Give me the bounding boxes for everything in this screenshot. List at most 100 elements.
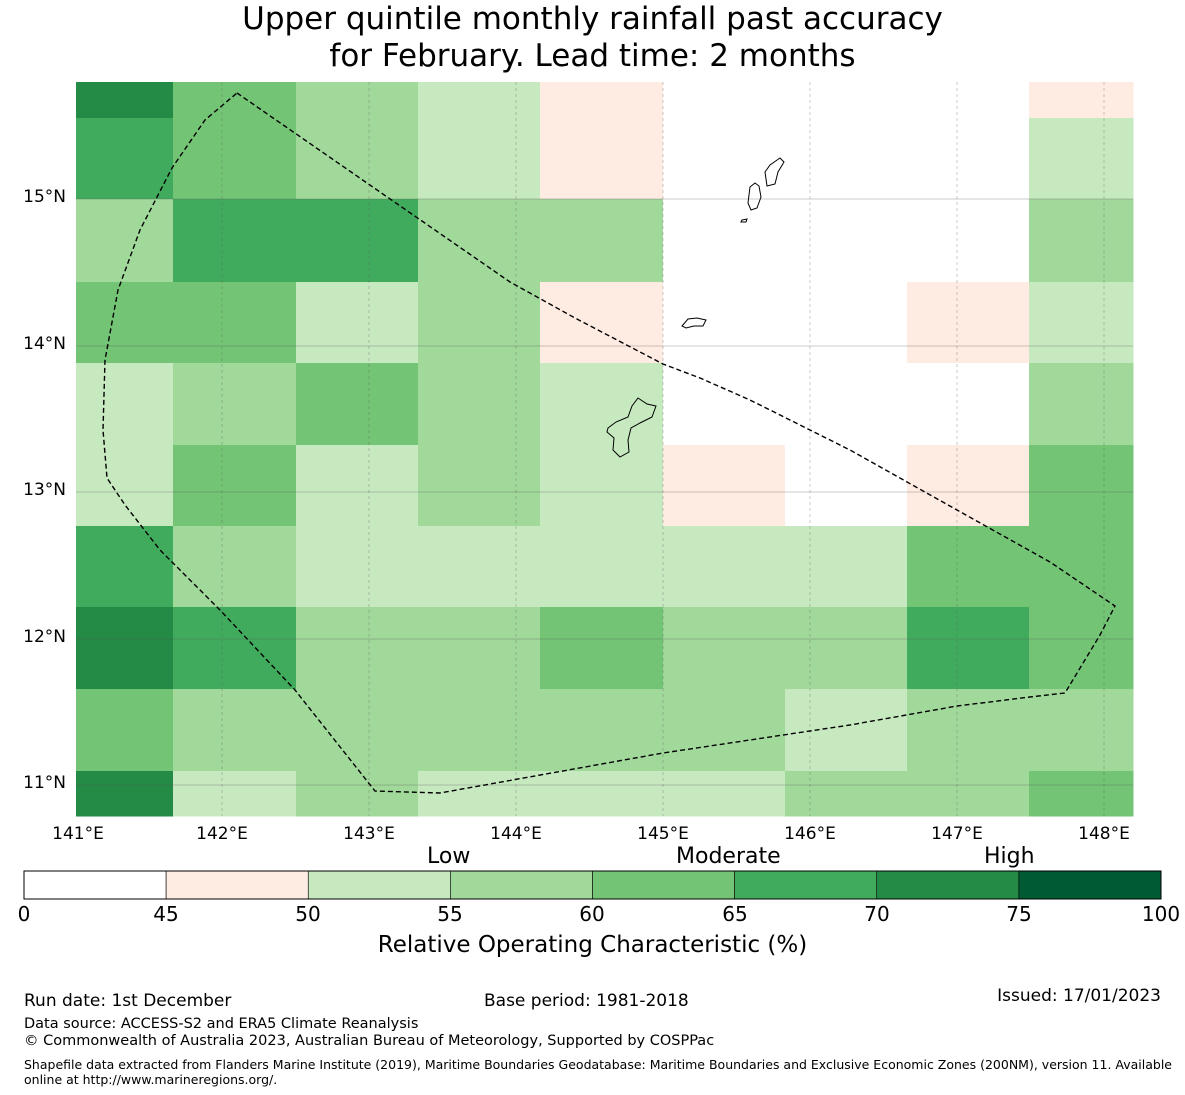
grid-cell — [540, 445, 664, 527]
lat-label-11: 11°N — [23, 773, 66, 793]
grid-cell — [540, 771, 664, 817]
grid-cell — [663, 363, 786, 446]
grid-cell — [76, 771, 174, 817]
colorbar-segment — [450, 870, 593, 900]
grid-cell — [907, 445, 1030, 527]
grid-cell — [785, 607, 908, 690]
lon-label-141: 141°E — [52, 824, 104, 844]
grid-cell — [296, 607, 419, 690]
colorbar-tick-45: 45 — [153, 902, 179, 926]
grid-cell — [173, 445, 297, 527]
map-title-line-1: Upper quintile monthly rainfall past acc… — [242, 1, 943, 37]
grid-cell — [785, 689, 908, 772]
grid-cell — [540, 82, 664, 119]
colorbar-segment — [165, 870, 309, 900]
aguijan-island — [740, 218, 748, 223]
grid-cell — [418, 445, 541, 527]
grid-cell — [540, 689, 664, 772]
colorbar-segment — [734, 870, 878, 900]
grid-cell — [173, 363, 297, 446]
grid-cell — [785, 445, 908, 527]
grid-cell — [907, 607, 1030, 690]
legend-category-high: High — [984, 844, 1035, 869]
grid-cell — [418, 363, 541, 446]
grid-cell — [785, 526, 908, 608]
grid-cell — [540, 282, 664, 364]
grid-cell — [418, 607, 541, 690]
grid-cell — [76, 526, 174, 608]
colorbar-segment — [23, 870, 167, 900]
colorbar-segment — [876, 870, 1020, 900]
grid-cell — [785, 363, 908, 446]
lon-label-145: 145°E — [637, 824, 689, 844]
tinian-island — [747, 182, 762, 211]
grid-cell — [1029, 82, 1134, 119]
grid-cell — [907, 689, 1030, 772]
colorbar-segments — [23, 870, 1162, 900]
grid-cell — [418, 689, 541, 772]
shapefile-credit: Shapefile data extracted from Flanders M… — [24, 1057, 1172, 1087]
colorbar-tick-60: 60 — [579, 902, 605, 926]
map-title-line-2: for February. Lead time: 2 months — [329, 38, 856, 74]
eez-boundary — [102, 92, 1116, 794]
guam-island — [606, 397, 657, 458]
grid-cell — [663, 526, 786, 608]
colorbar-segment — [307, 870, 451, 900]
grid-cell — [907, 199, 1030, 283]
grid-cell — [296, 363, 419, 446]
colorbar-tick-75: 75 — [1006, 902, 1032, 926]
grid-cell — [418, 771, 541, 817]
grid-cell — [540, 526, 664, 608]
grid-cell — [1029, 199, 1134, 283]
grid-cell — [76, 363, 174, 446]
grid-cell — [785, 771, 908, 817]
grid-cell — [663, 282, 786, 364]
grid-cell — [296, 82, 419, 119]
lon-label-147: 147°E — [931, 824, 983, 844]
run-date: Run date: 1st December — [24, 991, 232, 1011]
grid-cell — [540, 118, 664, 200]
rota-island — [681, 317, 707, 329]
grid-cell — [1029, 771, 1134, 817]
colorbar-tick-100: 100 — [1141, 902, 1181, 926]
grid-cell — [663, 445, 786, 527]
grid-cell — [173, 282, 297, 364]
grid-cell — [296, 771, 419, 817]
grid-cell — [296, 445, 419, 527]
lat-label-13: 13°N — [23, 480, 66, 500]
grid-cell — [76, 118, 174, 200]
grid-cell — [76, 82, 174, 119]
islands — [606, 157, 785, 458]
grid-cell — [173, 118, 297, 200]
grid-cell — [76, 282, 174, 364]
grid-cell — [907, 363, 1030, 446]
grid-cell — [418, 282, 541, 364]
lon-label-142: 142°E — [196, 824, 248, 844]
grid-cell — [1029, 282, 1134, 364]
grid-cell — [296, 526, 419, 608]
grid-cell — [540, 607, 664, 690]
colorbar-frame — [23, 870, 1162, 900]
grid-cell — [540, 363, 664, 446]
grid-cell — [418, 82, 541, 119]
grid-cell — [173, 607, 297, 690]
grid-cell — [173, 689, 297, 772]
copyright: © Commonwealth of Australia 2023, Austra… — [24, 1033, 715, 1049]
grid-cells — [76, 82, 1134, 817]
grid-cell — [418, 118, 541, 200]
colorbar-tick-55: 55 — [437, 902, 463, 926]
grid-cell — [1029, 363, 1134, 446]
grid-cell — [785, 199, 908, 283]
grid-cell — [663, 199, 786, 283]
grid-cell — [296, 199, 419, 283]
grid-cell — [663, 689, 786, 772]
grid-cell — [785, 82, 908, 119]
grid-cell — [907, 771, 1030, 817]
grid-cell — [1029, 607, 1134, 690]
grid-cell — [663, 118, 786, 200]
lat-label-12: 12°N — [23, 627, 66, 647]
colorbar-label: Relative Operating Characteristic (%) — [377, 932, 808, 958]
lat-label-15: 15°N — [23, 187, 66, 207]
grid-cell — [76, 445, 174, 527]
colorbar-tick-70: 70 — [864, 902, 890, 926]
